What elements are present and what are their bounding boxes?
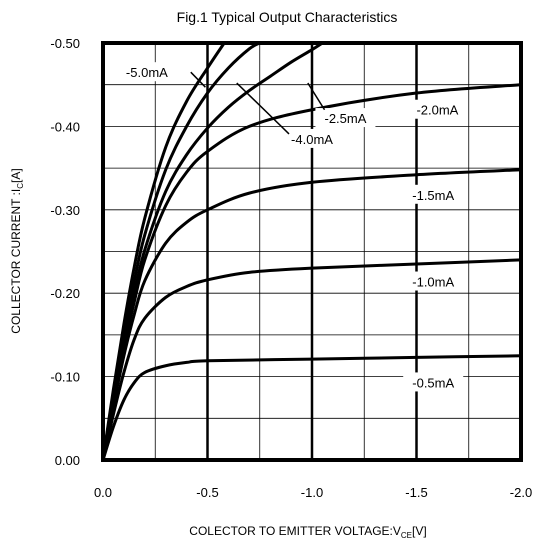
curve-label: -0.5mA [412, 375, 454, 390]
curve-label: -2.5mA [324, 111, 366, 126]
x-axis-label: COLECTOR TO EMITTER VOLTAGE:VCE[V] [189, 524, 426, 540]
x-tick-label: 0.0 [94, 485, 112, 500]
curve-label: -2.0mA [416, 103, 458, 118]
curve-ib-2.5mA [101, 41, 324, 461]
x-tick-labels: 0.0 -0.5 -1.0 -1.5 -2.0 [94, 485, 532, 500]
curves [101, 41, 522, 461]
chart-title: Fig.1 Typical Output Characteristics [177, 9, 398, 25]
curve-ib-5.0mA [101, 42, 226, 461]
x-tick-label: -2.0 [510, 485, 532, 500]
curve-label-bg [116, 62, 177, 82]
curve-label: -1.0mA [412, 275, 454, 290]
x-axis-label-sub: CE [401, 531, 412, 540]
y-tick-label: -0.50 [50, 36, 80, 51]
y-tick-label: 0.00 [55, 453, 80, 468]
curve-label: -4.0mA [291, 132, 333, 147]
y-tick-labels: 0.00 -0.10 -0.20 -0.30 -0.40 -0.50 [50, 36, 80, 468]
plot-frame [101, 41, 523, 462]
curve-label: -1.5mA [412, 188, 454, 203]
curve-ib-0.5mA [101, 354, 522, 461]
y-tick-label: -0.20 [50, 286, 80, 301]
curve-label-bg [403, 271, 464, 291]
leader-line [236, 82, 290, 135]
curve-ib-1.5mA [101, 168, 522, 461]
curve-label-bg [315, 108, 376, 128]
curve-label-bg [407, 99, 468, 119]
x-tick-label: -1.5 [405, 485, 427, 500]
leader-line [190, 71, 206, 88]
curve-label: -5.0mA [126, 65, 168, 80]
x-tick-label: -0.5 [196, 485, 218, 500]
y-tick-label: -0.10 [50, 370, 80, 385]
y-tick-label: -0.30 [50, 203, 80, 218]
x-axis-label-main: COLECTOR TO EMITTER VOLTAGE:V [189, 524, 401, 538]
y-axis-label-tail: [A] [9, 168, 23, 183]
curve-label-bg [282, 128, 342, 148]
y-axis-label-sub: C [16, 183, 25, 189]
curve-ib-1.0mA [101, 258, 522, 461]
y-axis-label-main: COLLECTOR CURRENT :I [9, 189, 23, 334]
x-axis-label-tail: [V] [412, 524, 427, 538]
curve-labels: -5.0mA -4.0mA -2.5mA -2.0mA -1.5mA -1.0mA -0.5… [116, 62, 468, 392]
y-tick-label: -0.40 [50, 119, 80, 134]
curve-label-bg [403, 372, 464, 392]
y-axis-label: COLLECTOR CURRENT :IC[A] [9, 168, 25, 333]
curve-label-bg [403, 184, 464, 204]
x-tick-label: -1.0 [301, 485, 323, 500]
leader-line [307, 82, 326, 111]
